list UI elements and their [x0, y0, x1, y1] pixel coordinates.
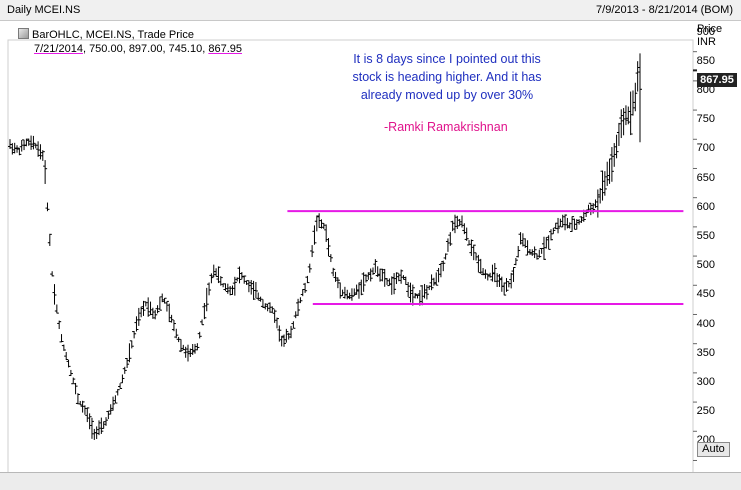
- legend-close: 867.95: [208, 43, 242, 55]
- annotation-line-2: stock is heading higher. And it has: [352, 70, 542, 84]
- legend-values: 750.00, 897.00, 745.10,: [89, 43, 206, 55]
- y-tick-label: 350: [696, 346, 715, 359]
- annotation-text: It is 8 days since I pointed out this st…: [312, 50, 582, 104]
- chart-title: Daily MCEI.NS: [7, 4, 81, 16]
- y-tick-label: 500: [696, 259, 715, 272]
- y-tick-label: 250: [696, 405, 715, 418]
- y-tick-label: 800: [696, 84, 715, 97]
- price-label: Price: [697, 23, 723, 35]
- price-axis-header: Price INR: [697, 23, 722, 49]
- author-signature: -Ramki Ramakrishnan: [384, 120, 508, 134]
- period-axis-bar: [0, 472, 741, 490]
- legend-date: 7/21/2014: [34, 43, 83, 55]
- y-tick-label: 650: [696, 171, 715, 184]
- bar-ohlc-icon: [18, 28, 29, 39]
- y-tick-label: 900: [696, 25, 715, 38]
- grid-layer: [7, 39, 697, 479]
- auto-scale-button[interactable]: Auto: [697, 442, 730, 457]
- date-range: 7/9/2013 - 8/21/2014 (BOM): [596, 4, 733, 16]
- y-tick-label: 450: [696, 288, 715, 301]
- ohlc-bars: [8, 53, 642, 440]
- y-tick-label: 550: [696, 230, 715, 243]
- currency-label: INR: [697, 36, 716, 48]
- annotation-line-3: already moved up by over 30%: [360, 88, 534, 102]
- series-label: BarOHLC, MCEI.NS, Trade Price: [32, 29, 194, 41]
- y-tick-label: 750: [696, 113, 715, 126]
- title-bar: Daily MCEI.NS 7/9/2013 - 8/21/2014 (BOM): [0, 0, 741, 21]
- y-tick-label: 600: [696, 200, 715, 213]
- last-price-tag: 867.95: [697, 73, 737, 87]
- y-tick-label: 300: [696, 376, 715, 389]
- y-tick-label: 850: [696, 54, 715, 67]
- horizontal-lines: [287, 69, 697, 305]
- series-legend: BarOHLC, MCEI.NS, Trade Price 7/21/2014,…: [18, 28, 242, 56]
- annotation-line-1: It is 8 days since I pointed out this: [353, 52, 541, 66]
- y-tick-label: 400: [696, 317, 715, 330]
- y-tick-label: 700: [696, 142, 715, 155]
